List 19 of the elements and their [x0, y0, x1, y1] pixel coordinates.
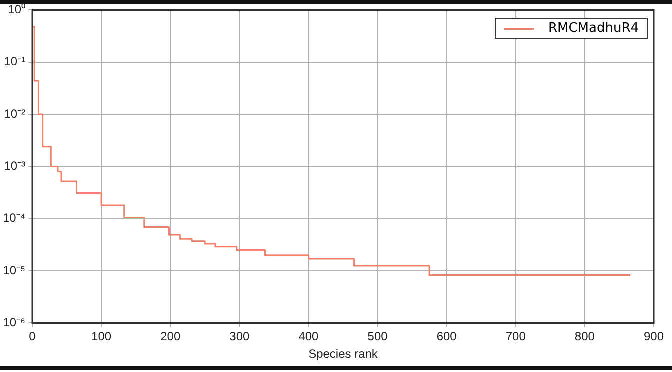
- y-tick-label: 10⁰: [8, 2, 26, 17]
- y-tick-label: 10⁻³: [4, 159, 26, 174]
- y-tick-label: 10⁻⁵: [3, 263, 26, 278]
- x-tick-label: 500: [368, 330, 388, 344]
- legend-label: RMCMadhuR4: [548, 21, 639, 36]
- x-tick-label: 400: [298, 330, 320, 344]
- y-tick-label: 10⁻⁶: [3, 316, 26, 330]
- y-tick-label: 10⁻⁴: [2, 211, 26, 226]
- x-tick-label: 300: [230, 330, 250, 344]
- x-axis-title: Species rank: [308, 347, 379, 362]
- x-tick-label: 600: [436, 330, 458, 344]
- y-tick-label: 10⁻¹: [4, 54, 26, 69]
- x-tick-label: 800: [574, 330, 596, 344]
- x-tick-label: 700: [506, 330, 526, 344]
- x-tick-label: 100: [92, 330, 112, 344]
- x-tick-label: 0: [29, 330, 36, 344]
- x-tick-label: 900: [644, 330, 664, 344]
- x-tick-label: 200: [160, 330, 181, 344]
- y-tick-label: 10⁻²: [4, 106, 26, 121]
